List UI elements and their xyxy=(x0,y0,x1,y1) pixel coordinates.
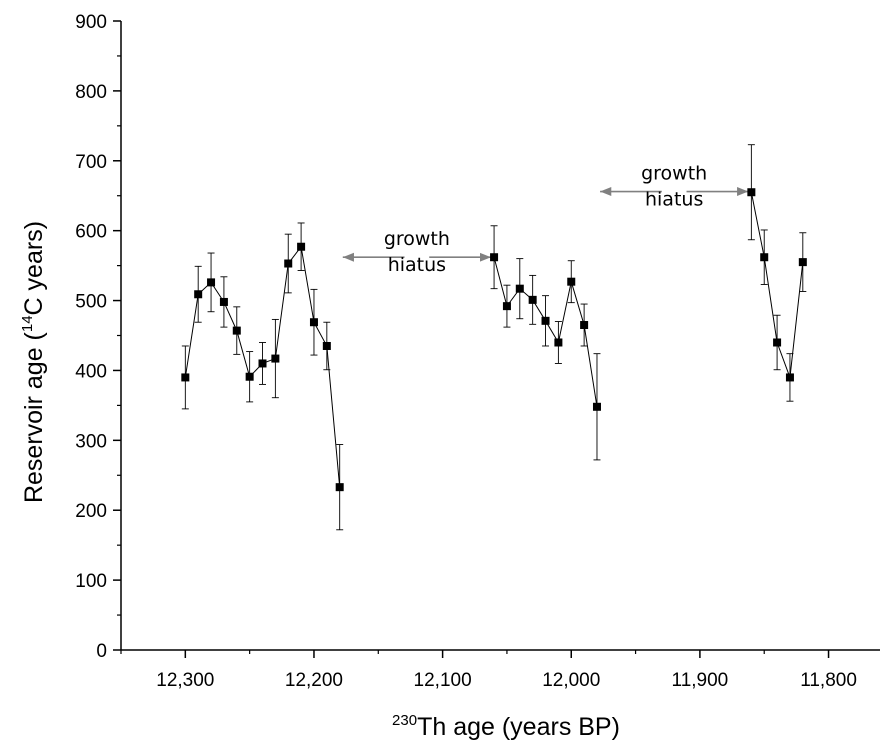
data-point xyxy=(232,326,241,335)
data-point xyxy=(271,354,280,363)
data-point xyxy=(798,258,807,267)
data-point xyxy=(297,242,306,251)
data-point xyxy=(309,318,318,327)
x-axis-title-sup: 230 xyxy=(392,712,417,729)
hiatus-label-line2: hiatus xyxy=(645,189,703,211)
data-point xyxy=(515,284,524,293)
x-axis-title: 230Th age (years BP) xyxy=(392,712,620,741)
y-tick-label: 800 xyxy=(75,82,107,103)
y-tick-label: 0 xyxy=(96,641,107,662)
data-point xyxy=(335,483,344,492)
data-point xyxy=(592,402,601,411)
y-tick-label: 100 xyxy=(75,571,107,592)
series-segment-1 xyxy=(181,222,344,531)
hiatus-label-line1: growth xyxy=(641,163,707,185)
growth-hiatus-annotation: growth hiatus xyxy=(600,163,749,211)
data-point xyxy=(747,188,756,197)
data-point xyxy=(541,316,550,325)
x-tick-label: 11,900 xyxy=(672,670,729,691)
data-point xyxy=(245,372,254,381)
x-tick-label: 12,100 xyxy=(414,670,472,691)
y-axis-title-sup: 14 xyxy=(19,315,36,332)
data-point xyxy=(580,321,589,330)
y-tick-label: 500 xyxy=(75,292,107,313)
x-tick-label: 12,300 xyxy=(156,670,214,691)
x-tick-label: 12,200 xyxy=(285,670,343,691)
data-point xyxy=(567,277,576,286)
data-point xyxy=(502,302,511,311)
series-segment-2 xyxy=(490,225,601,461)
data-point xyxy=(194,290,203,299)
y-tick-label: 900 xyxy=(75,12,107,33)
data-point xyxy=(284,259,293,268)
data-point xyxy=(258,359,267,368)
data-series xyxy=(181,144,807,531)
axes: 0 100 200 300 400 500 600 700 800 900 12,300 12,200… xyxy=(75,12,880,691)
series-segment-3 xyxy=(747,144,807,402)
data-point xyxy=(490,253,499,262)
y-axis-title: Reservoir age (14C years) xyxy=(19,221,48,503)
x-tick-label: 11,800 xyxy=(800,670,857,691)
data-point xyxy=(219,297,228,306)
data-point xyxy=(181,373,190,382)
y-axis-title-prefix: Reservoir age ( xyxy=(20,331,48,503)
hiatus-label-line1: growth xyxy=(384,228,450,250)
y-tick-label: 200 xyxy=(75,501,107,522)
data-point xyxy=(554,338,563,347)
y-axis-title-suffix: C years) xyxy=(20,221,48,315)
x-tick-label: 12,000 xyxy=(542,670,600,691)
y-tick-label: 700 xyxy=(75,152,107,173)
annotations: growth hiatus growth hiatus xyxy=(342,163,749,276)
data-point xyxy=(785,373,794,382)
data-point xyxy=(773,338,782,347)
y-tick-label: 400 xyxy=(75,361,107,382)
data-point xyxy=(760,253,769,262)
x-axis-title-text: Th age (years BP) xyxy=(417,713,620,741)
y-tick-label: 600 xyxy=(75,222,107,243)
data-point xyxy=(322,341,331,350)
hiatus-label-line2: hiatus xyxy=(388,254,446,276)
data-point xyxy=(207,278,216,287)
growth-hiatus-annotation: growth hiatus xyxy=(342,228,491,276)
y-tick-label: 300 xyxy=(75,431,107,452)
data-point xyxy=(528,295,537,304)
